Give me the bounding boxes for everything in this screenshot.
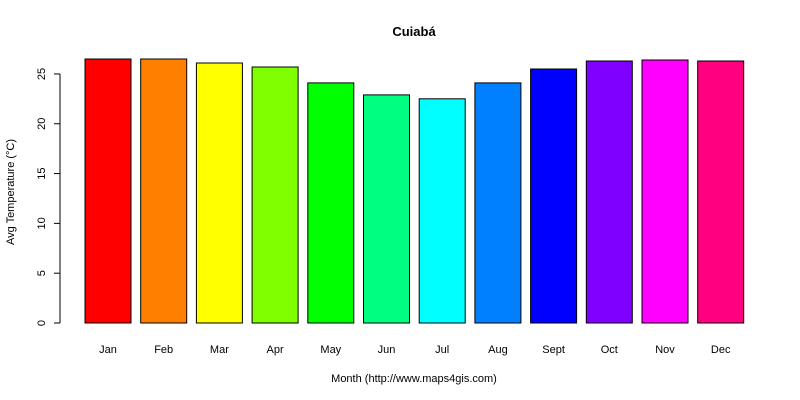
bar-nov <box>641 59 689 324</box>
bar-apr <box>251 66 299 324</box>
y-axis-label: Avg Temperature (°C) <box>5 139 17 245</box>
bar-jun <box>363 94 410 324</box>
y-tick-label: 10 <box>36 217 48 229</box>
bar-feb <box>140 58 188 324</box>
y-tick-label: 20 <box>36 118 48 130</box>
bar-mar <box>195 62 243 324</box>
bar-oct <box>585 60 633 324</box>
x-tick-label: Oct <box>601 344 618 356</box>
x-tick-label: Jul <box>435 344 449 356</box>
bar-aug <box>474 82 522 324</box>
bar-dec <box>697 60 745 324</box>
y-tick-label: 0 <box>36 320 48 326</box>
chart-title: Cuiabá <box>392 24 436 39</box>
bar-sept <box>530 68 578 324</box>
x-tick-label: Jan <box>99 344 117 356</box>
x-tick-label: Apr <box>267 344 284 356</box>
x-tick-label: Dec <box>711 344 731 356</box>
x-tick-label: Mar <box>210 344 229 356</box>
x-tick-label: Sept <box>542 344 565 356</box>
y-tick-label: 15 <box>36 167 48 179</box>
y-tick-label: 5 <box>36 270 48 276</box>
bar-jan <box>84 58 132 324</box>
bar-jul <box>418 98 466 324</box>
x-tick-label: May <box>320 344 341 356</box>
bar-may <box>307 82 355 324</box>
x-tick-labels: Jan Feb Mar Apr May Jun Jul Aug Sept Oct Nov Dec <box>99 344 731 356</box>
x-tick-label: Jun <box>378 344 396 356</box>
x-axis-label: Month (http://www.maps4gis.com) <box>331 373 497 385</box>
x-tick-label: Nov <box>655 344 675 356</box>
x-tick-label: Feb <box>154 344 173 356</box>
y-tick-label: 25 <box>36 68 48 80</box>
bars-group <box>84 58 745 324</box>
y-axis: 0 5 10 15 20 25 <box>36 68 61 326</box>
x-tick-label: Aug <box>488 344 508 356</box>
